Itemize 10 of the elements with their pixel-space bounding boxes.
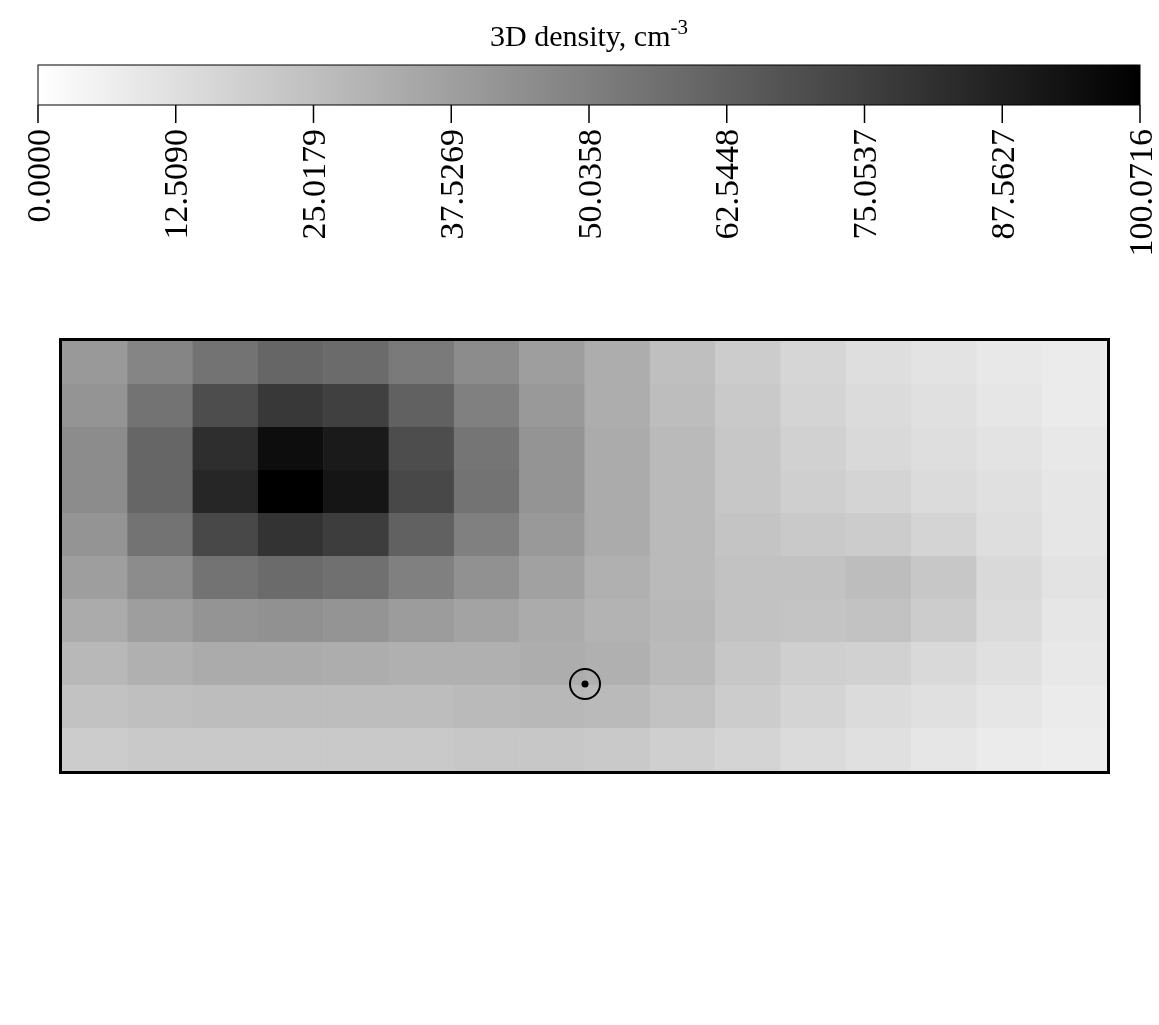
color-bar-title: 3D density, cm$^{-3}$	[489, 15, 689, 52]
color-bar-label: 25.0179	[295, 129, 332, 240]
color-bar-label: 0.0000	[19, 129, 57, 223]
color-bar-label: 62.5448	[708, 129, 746, 240]
color-bar-label: 87.5627	[983, 129, 1021, 240]
color-bar-label: 37.5269	[432, 129, 470, 240]
color-bar-label: 50.0358	[570, 129, 608, 240]
color-bar-label: 75.0537	[846, 129, 883, 240]
color-bar-label: 100.0716	[1121, 129, 1159, 257]
color-bar-label: 12.5090	[157, 129, 195, 240]
